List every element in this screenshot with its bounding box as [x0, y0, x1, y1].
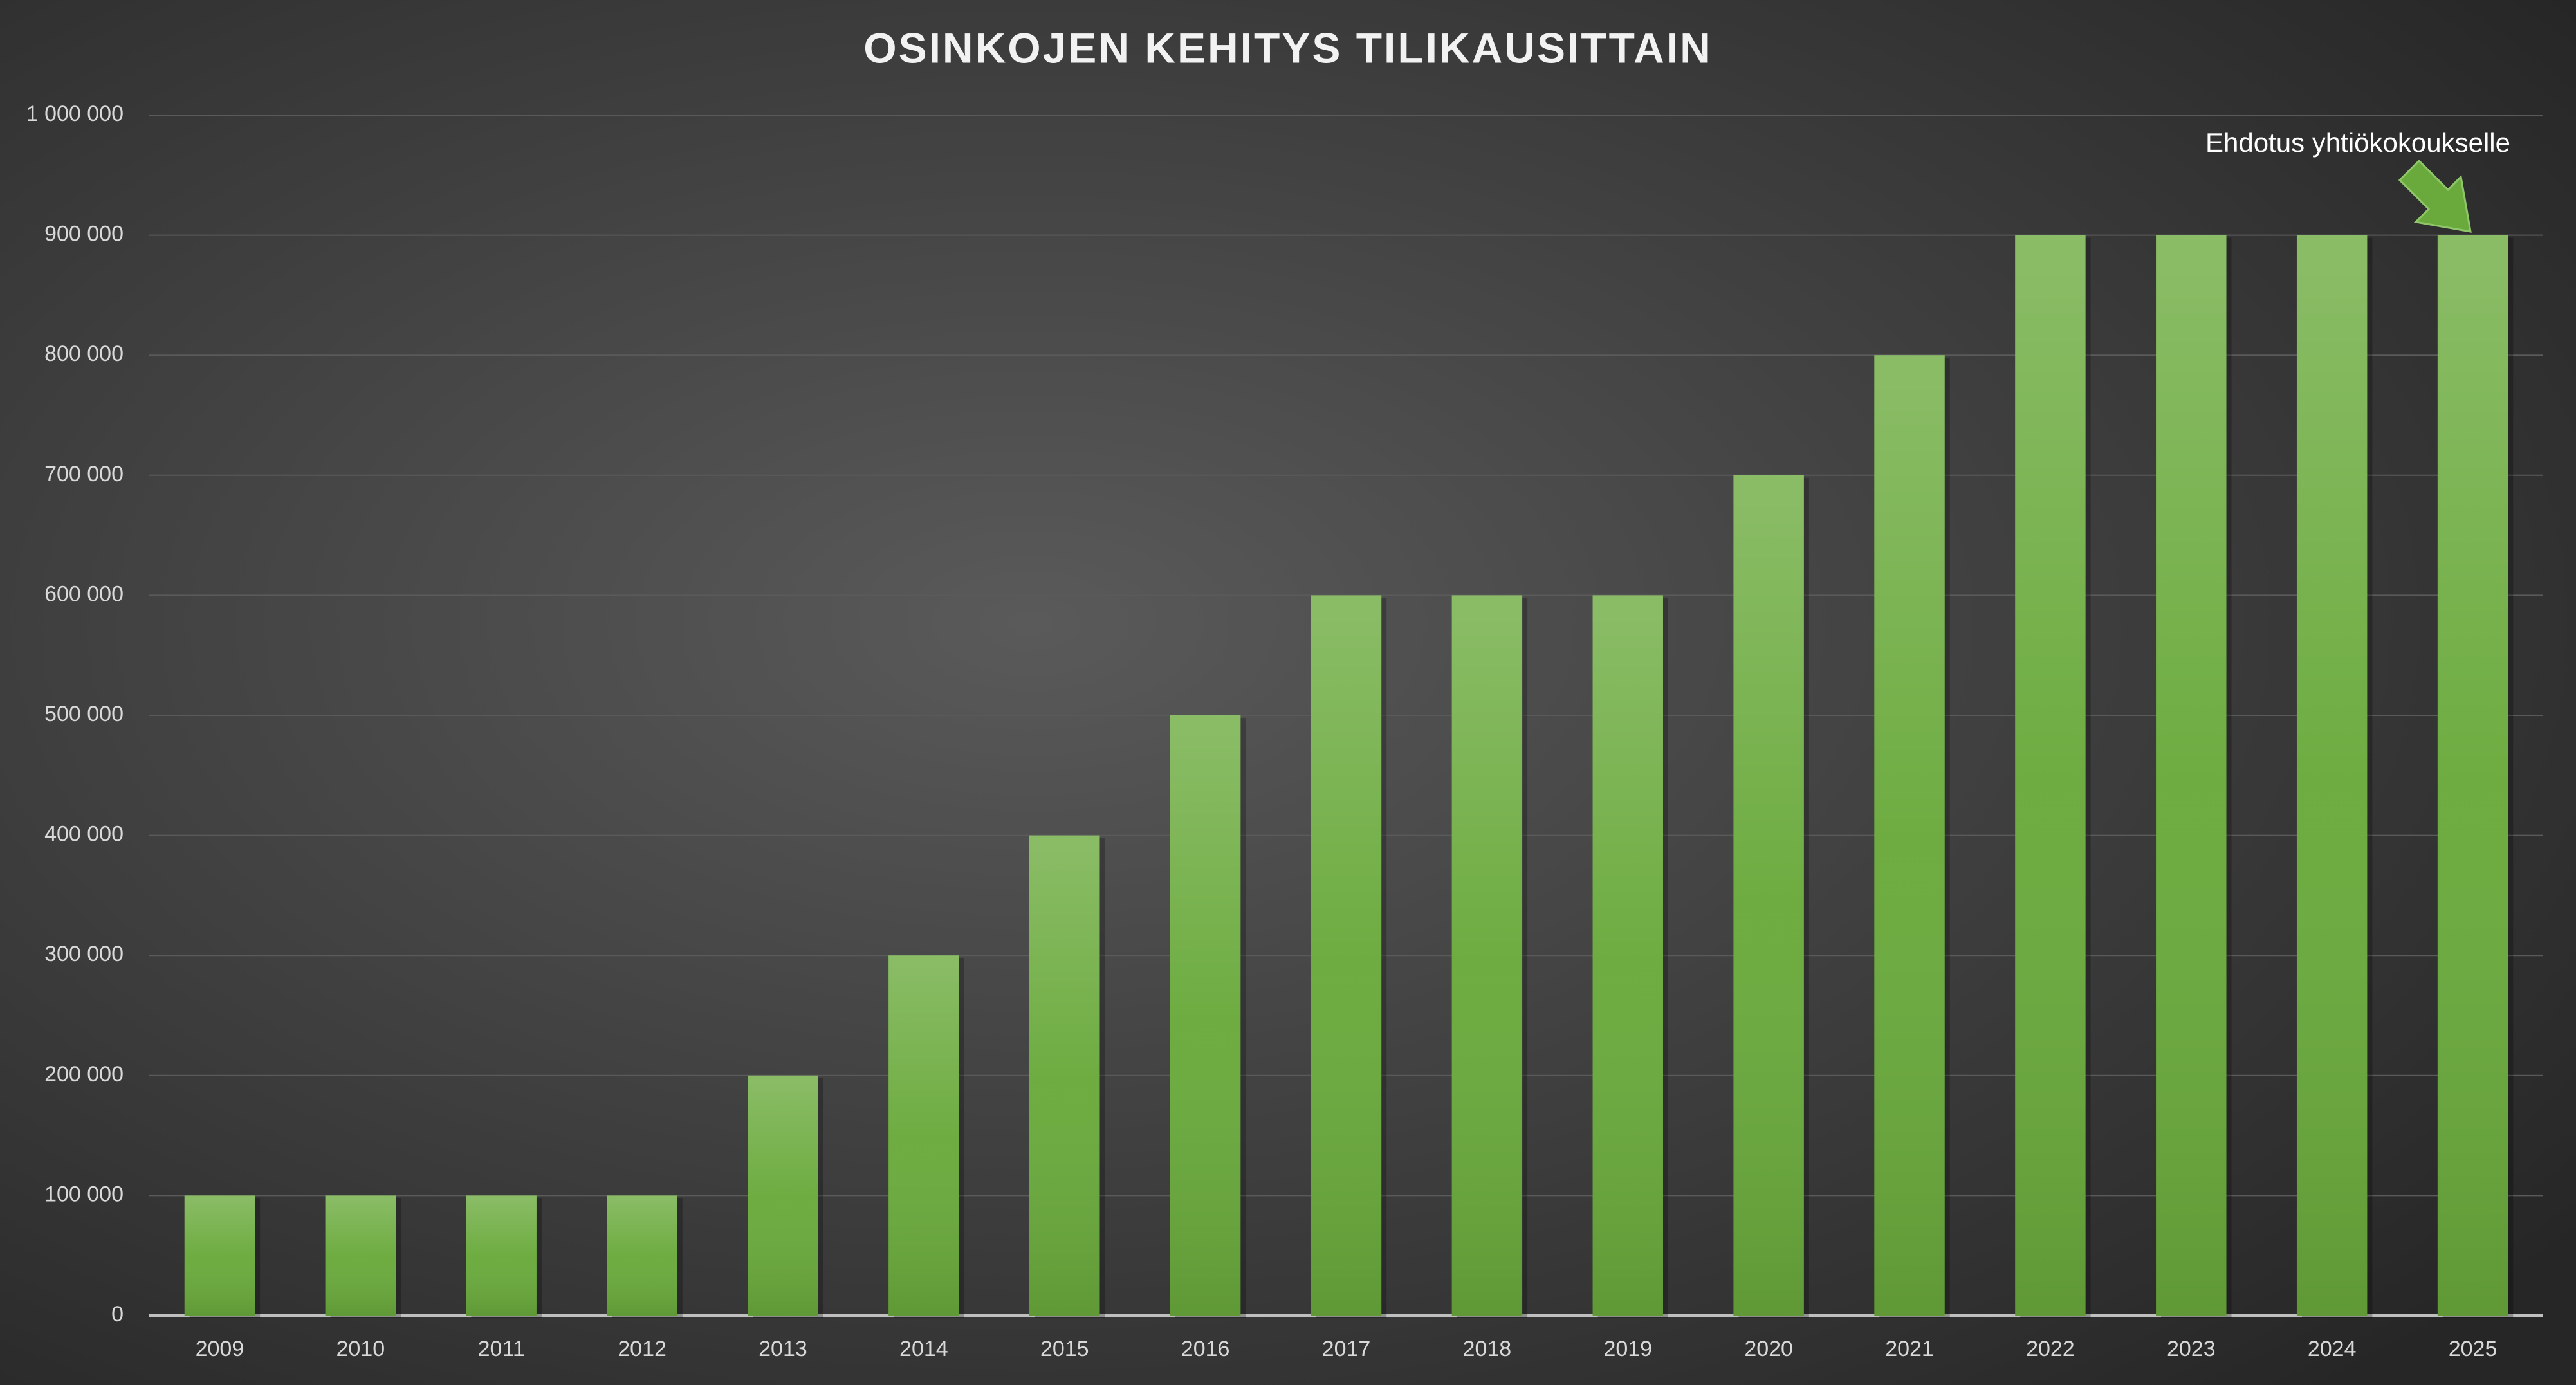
- bar-shine: [2015, 235, 2086, 1316]
- bar-shine: [184, 1195, 255, 1316]
- x-tick-label: 2020: [1744, 1337, 1793, 1361]
- x-tick-label: 2014: [899, 1337, 948, 1361]
- bar-shine: [466, 1195, 537, 1316]
- annotation-arrow: [2398, 159, 2472, 233]
- y-tick-label: 500 000: [44, 702, 124, 726]
- y-tick-label: 700 000: [44, 462, 124, 486]
- bar-shine: [2437, 235, 2508, 1316]
- bar-shine: [748, 1075, 818, 1316]
- x-tick-label: 2022: [2026, 1337, 2075, 1361]
- bar-shine: [1733, 475, 1804, 1316]
- x-tick-label: 2010: [336, 1337, 385, 1361]
- bar-shine: [1170, 715, 1241, 1316]
- bar-shine: [2156, 235, 2227, 1316]
- y-tick-label: 900 000: [44, 222, 124, 246]
- x-tick-label: 2016: [1181, 1337, 1230, 1361]
- x-tick-label: 2012: [618, 1337, 667, 1361]
- bar-shine: [607, 1195, 677, 1316]
- y-tick-label: 200 000: [44, 1062, 124, 1087]
- bar-shine: [888, 955, 959, 1316]
- x-tick-label: 2015: [1040, 1337, 1089, 1361]
- x-tick-label: 2024: [2308, 1337, 2357, 1361]
- y-tick-label: 600 000: [44, 582, 124, 606]
- bar-shine: [2296, 235, 2368, 1316]
- x-tick-label: 2019: [1603, 1337, 1652, 1361]
- bar-shine: [1592, 595, 1663, 1316]
- bar-shine: [1451, 595, 1523, 1316]
- x-tick-label: 2013: [759, 1337, 807, 1361]
- y-tick-label: 0: [111, 1302, 124, 1326]
- y-tick-label: 400 000: [44, 822, 124, 847]
- y-tick-label: 800 000: [44, 342, 124, 366]
- bar-shine: [1311, 595, 1382, 1316]
- bar-shine: [325, 1195, 396, 1316]
- annotation: Ehdotus yhtiökokoukselle: [2205, 127, 2510, 158]
- bars: [184, 235, 2514, 1319]
- x-tick-label: 2017: [1322, 1337, 1371, 1361]
- y-tick-label: 1 000 000: [26, 102, 124, 126]
- chart-title: OSINKOJEN KEHITYS TILIKAUSITTAIN: [863, 24, 1713, 71]
- x-tick-label: 2023: [2167, 1337, 2216, 1361]
- bar-shine: [1029, 835, 1100, 1316]
- bar-shine: [1874, 355, 1945, 1316]
- x-tick-label: 2009: [196, 1337, 244, 1361]
- x-tick-label: 2011: [478, 1337, 525, 1361]
- x-tick-label: 2021: [1885, 1337, 1934, 1361]
- y-tick-label: 300 000: [44, 942, 124, 966]
- y-tick-label: 100 000: [44, 1182, 124, 1206]
- x-tick-label: 2025: [2449, 1337, 2498, 1361]
- x-tick-label: 2018: [1463, 1337, 1512, 1361]
